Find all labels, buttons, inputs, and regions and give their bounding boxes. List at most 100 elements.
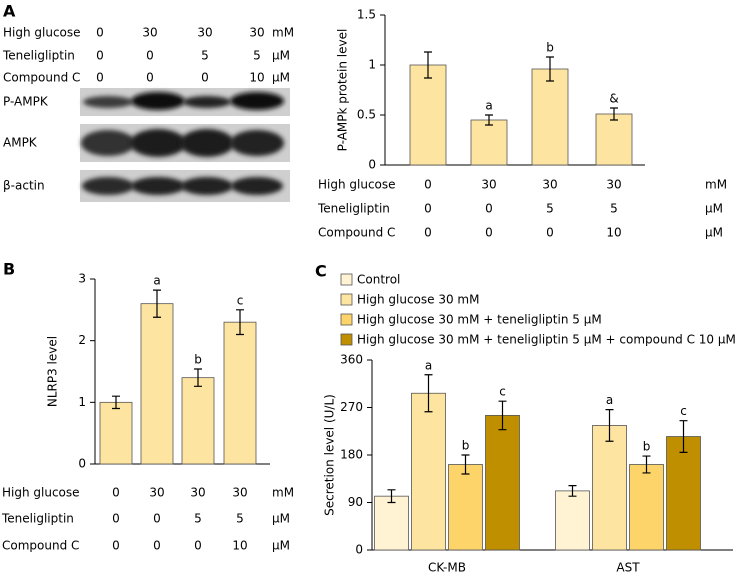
error-bar	[153, 289, 161, 318]
y-tick-label: 0	[355, 543, 363, 557]
condition-label: High glucose	[2, 486, 80, 500]
error-bar	[605, 409, 614, 442]
condition-value: 30	[481, 178, 496, 192]
bar	[99, 401, 133, 465]
y-axis-label: P-AMPk protein level	[336, 29, 350, 152]
condition-value: 0	[424, 202, 432, 216]
annotation: c	[499, 385, 506, 399]
condition-unit: μM	[272, 49, 290, 63]
condition-unit: μM	[705, 202, 723, 216]
error-bar	[424, 51, 432, 79]
condition-label: High glucose	[3, 26, 81, 40]
band	[183, 96, 231, 108]
condition-value: 0	[153, 512, 161, 526]
condition-value: 30	[232, 486, 247, 500]
condition-value: 5	[194, 512, 202, 526]
condition-value: 0	[112, 539, 120, 553]
error-bar	[642, 455, 651, 474]
bar	[666, 436, 701, 551]
annotation: b	[462, 439, 470, 453]
legend-swatch	[340, 293, 353, 306]
legend-label: High glucose 30 mM + teneligliptin 5 μM …	[357, 333, 735, 347]
condition-value: 0	[112, 512, 120, 526]
condition-value: 0	[194, 539, 202, 553]
condition-value: 10	[606, 226, 621, 240]
annotation: b	[643, 440, 651, 454]
y-tick-label: 0	[78, 457, 86, 471]
x-tick-label: CK-MB	[428, 561, 466, 575]
condition-value: 0	[485, 202, 493, 216]
band	[131, 92, 185, 110]
y-tick-label: 1	[78, 395, 86, 409]
y-tick-label: 3	[78, 272, 86, 286]
bar	[411, 392, 446, 551]
condition-label: Teneligliptin	[1, 512, 74, 526]
y-tick-label: 0.5	[357, 108, 376, 122]
condition-value: 5	[201, 49, 209, 63]
annotation: b	[194, 353, 202, 367]
bar	[629, 464, 664, 551]
condition-value: 0	[424, 178, 432, 192]
band	[180, 129, 234, 157]
band	[81, 130, 135, 156]
condition-label: Teneligliptin	[317, 202, 390, 216]
band	[130, 129, 186, 157]
band-label: AMPK	[3, 136, 38, 150]
condition-value: 30	[149, 486, 164, 500]
condition-label: Teneligliptin	[2, 49, 75, 63]
y-tick-label: 270	[340, 400, 363, 414]
bar	[140, 303, 174, 465]
bar	[374, 495, 409, 551]
bar	[555, 490, 590, 551]
blot-image	[80, 88, 290, 202]
error-bar	[546, 56, 554, 82]
band	[231, 177, 283, 195]
condition-label: Compound C	[2, 539, 79, 553]
annotation: b	[546, 41, 554, 55]
y-tick-label: 2	[78, 333, 86, 347]
condition-value: 0	[153, 539, 161, 553]
annotation: a	[485, 99, 492, 113]
band	[82, 177, 134, 195]
y-axis-label: NLRP3 level	[46, 336, 60, 407]
error-bar	[498, 400, 507, 431]
condition-value: 5	[236, 512, 244, 526]
condition-value: 0	[201, 71, 209, 85]
annotation: a	[606, 393, 613, 407]
condition-value: 30	[142, 26, 157, 40]
condition-value: 30	[249, 26, 264, 40]
y-tick-label: 360	[340, 353, 363, 367]
error-bar	[387, 489, 396, 504]
condition-value: 0	[96, 71, 104, 85]
condition-value: 0	[546, 226, 554, 240]
condition-unit: mM	[272, 26, 294, 40]
condition-value: 0	[96, 26, 104, 40]
y-tick-label: 90	[348, 495, 363, 509]
condition-unit: μM	[272, 512, 290, 526]
condition-value: 0	[424, 226, 432, 240]
x-tick-label: AST	[616, 561, 640, 575]
bar	[470, 119, 508, 166]
band	[230, 92, 284, 110]
condition-value: 10	[249, 71, 264, 85]
panel-label: C	[315, 262, 327, 281]
condition-value: 30	[606, 178, 621, 192]
legend-label: High glucose 30 mM + teneligliptin 5 μM	[357, 313, 602, 327]
condition-value: 0	[485, 226, 493, 240]
annotation: c	[680, 404, 687, 418]
condition-value: 0	[146, 49, 154, 63]
condition-unit: μM	[272, 539, 290, 553]
band	[230, 130, 284, 156]
error-bar	[461, 454, 470, 475]
condition-value: 30	[197, 26, 212, 40]
bar	[448, 464, 483, 551]
panel-label: A	[3, 2, 16, 21]
annotation: a	[153, 274, 160, 288]
y-tick-label: 1.5	[357, 8, 376, 22]
error-bar	[424, 374, 433, 413]
error-bar	[112, 395, 120, 410]
bar	[592, 425, 627, 551]
band-label: P-AMPK	[3, 95, 49, 109]
condition-unit: μM	[272, 71, 290, 85]
